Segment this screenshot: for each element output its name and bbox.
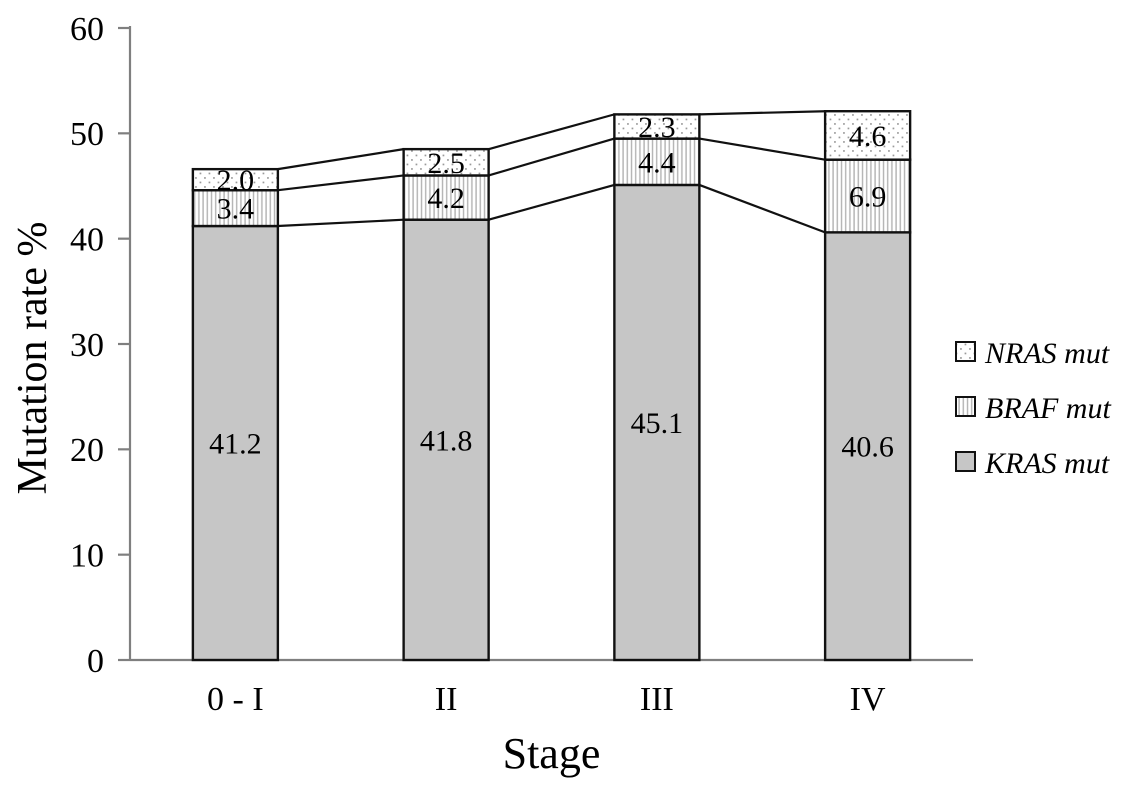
bar-segment: [613, 137, 701, 187]
bar-value-label: 4.2: [427, 182, 465, 215]
x-category-label: 0 - I: [207, 681, 264, 718]
x-category-label: II: [435, 681, 458, 718]
legend-swatch: [955, 341, 976, 362]
bar-value-label: 4.4: [638, 146, 676, 179]
legend-label: NRAS mut: [984, 337, 1110, 370]
y-tick-label: 40: [70, 222, 104, 259]
bar-value-label: 2.0: [217, 164, 255, 197]
bar-value-label: 6.9: [849, 181, 887, 214]
series-connector-line: [488, 137, 615, 177]
bar-segment: [613, 113, 701, 140]
bar-value-label: 4.6: [849, 120, 887, 153]
x-category-label: IV: [850, 681, 886, 718]
bar-segment: [823, 158, 912, 234]
y-tick-label: 50: [70, 116, 104, 153]
y-axis-title: Mutation rate %: [10, 222, 56, 495]
x-category-label: III: [640, 681, 674, 718]
series-connector-line: [699, 110, 826, 116]
legend-swatch: [955, 451, 976, 472]
bar-value-label: 2.5: [427, 147, 465, 180]
series-connector-line: [277, 174, 404, 192]
y-tick-label: 30: [70, 327, 104, 364]
bar-value-label: 40.6: [841, 431, 894, 464]
series-connector-line: [488, 183, 615, 221]
legend-swatch: [955, 396, 976, 417]
x-axis-title: Stage: [503, 729, 601, 778]
y-tick-label: 0: [87, 643, 104, 680]
y-tick-label: 10: [70, 538, 104, 575]
bar-segment: [402, 147, 490, 177]
bar-value-label: 3.4: [217, 193, 255, 226]
y-tick-label: 20: [70, 432, 104, 469]
bar-value-label: 41.2: [209, 428, 262, 461]
series-connector-line: [277, 218, 404, 228]
legend-label: BRAF mut: [985, 392, 1111, 425]
y-tick-label: 60: [70, 11, 104, 48]
bar-segment: [191, 167, 280, 192]
bar-value-label: 2.3: [638, 111, 676, 144]
series-connector-line: [488, 113, 615, 151]
legend-label: KRAS mut: [984, 447, 1110, 480]
series-connector-line: [277, 148, 404, 171]
bar-segment: [823, 110, 912, 161]
series-connector-line: [699, 137, 826, 161]
bar-segment: [613, 183, 701, 662]
bar-value-label: 45.1: [631, 407, 684, 440]
bar-segment: [191, 224, 280, 662]
bar-segment: [191, 189, 280, 228]
series-connector-line: [698, 183, 826, 234]
bar-value-label: 41.8: [420, 424, 473, 457]
